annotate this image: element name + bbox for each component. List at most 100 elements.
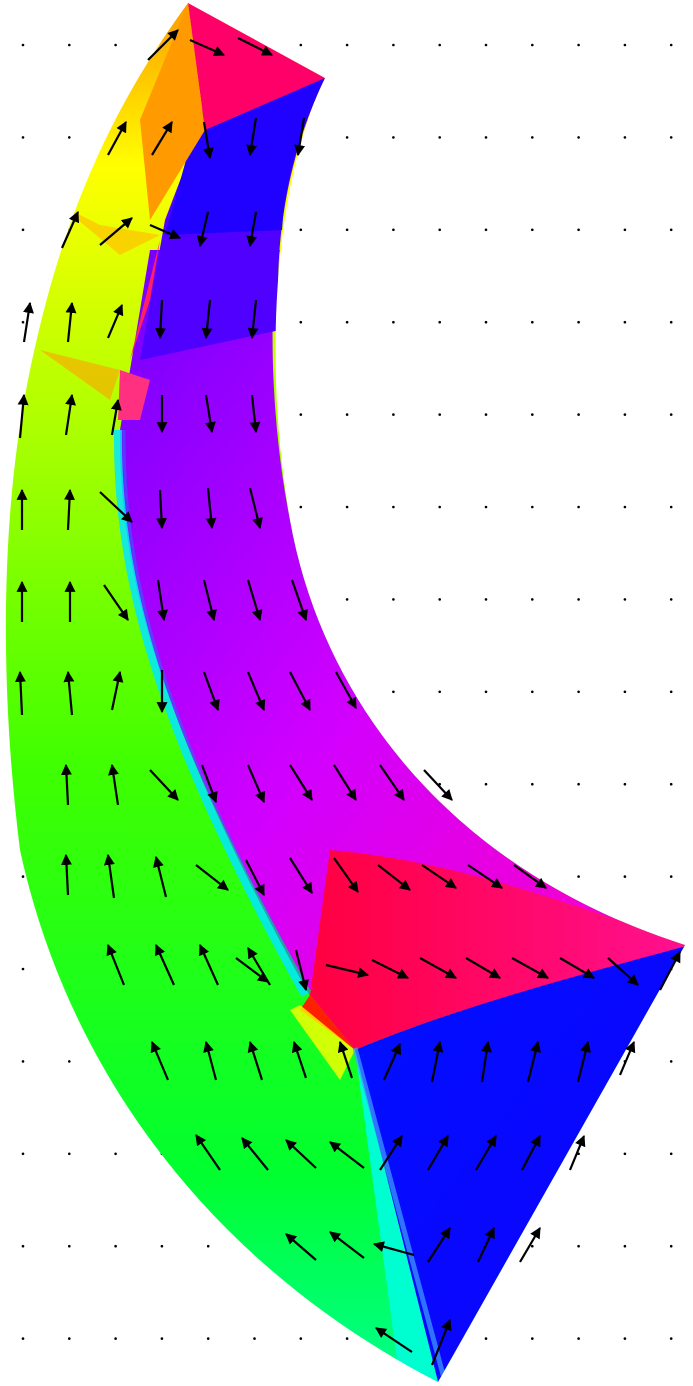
magnetization-arrow <box>375 1327 413 1353</box>
grid-dot <box>206 1244 210 1248</box>
grid-dot <box>577 413 580 416</box>
magnetization-arrow <box>247 1040 264 1081</box>
magnetization-arrow <box>513 864 547 889</box>
grid-dot <box>21 875 25 878</box>
magnetization-arrow <box>519 1227 541 1263</box>
grid-dot <box>531 782 534 786</box>
grid-dot <box>623 505 627 509</box>
magnetization-arrow <box>377 864 411 891</box>
grid-dot <box>669 1152 673 1156</box>
grid-dot <box>577 1337 580 1340</box>
grid-dot <box>623 598 627 601</box>
magnetization-arrow <box>22 301 34 343</box>
grid-dot <box>438 43 442 47</box>
magnetization-arrow <box>155 299 167 340</box>
magnetization-arrow <box>419 957 457 979</box>
magnetization-arrow <box>201 299 213 340</box>
grid-dot <box>21 1060 25 1063</box>
grid-dot <box>623 1152 627 1156</box>
magnetization-arrow <box>103 853 116 899</box>
magnetization-arrow <box>110 670 124 711</box>
magnetization-arrow <box>333 764 357 801</box>
grid-dot <box>531 690 534 694</box>
grid-dot <box>623 782 627 786</box>
magnetization-arrow <box>511 957 549 979</box>
magnetization-arrow <box>237 37 273 56</box>
magnetization-arrow <box>246 117 258 157</box>
magnetization-arrow <box>205 487 217 530</box>
grid-dot <box>669 1337 673 1340</box>
grid-dot <box>438 505 442 509</box>
grid-dot <box>438 690 442 694</box>
magnetization-arrow <box>203 1040 218 1081</box>
magnetization-arrow <box>64 488 75 531</box>
grid-dot <box>114 1337 117 1340</box>
magnetization-arrow <box>329 1231 365 1259</box>
magnetization-arrow <box>103 584 129 621</box>
grid-dot <box>114 1152 117 1156</box>
magnetization-arrow <box>329 1141 365 1169</box>
magnetization-arrow <box>151 121 173 156</box>
grid-dot <box>21 228 25 232</box>
grid-dot <box>531 413 534 416</box>
grid-dot <box>21 1337 25 1340</box>
magnetization-arrow <box>289 857 313 894</box>
magnetization-arrow <box>64 393 76 436</box>
magnetization-arrow <box>107 121 127 156</box>
grid-dot <box>392 320 395 324</box>
grid-dot <box>299 228 303 232</box>
magnetization-arrow <box>147 29 179 61</box>
grid-dot <box>21 320 25 324</box>
magnetization-arrow <box>61 763 72 806</box>
grid-dot <box>577 505 580 509</box>
magnetization-arrow <box>290 579 308 622</box>
magnetization-arrow <box>110 398 122 436</box>
magnetization-arrow <box>382 1042 402 1081</box>
magnetization-arrow <box>475 1135 497 1171</box>
magnetization-arrow <box>106 943 126 986</box>
grid-dot <box>345 320 349 324</box>
grid-dot <box>669 136 673 139</box>
grid-dot <box>623 43 627 47</box>
magnetization-arrow <box>156 579 168 622</box>
grid-dot <box>484 413 488 416</box>
grid-dot <box>21 1152 25 1156</box>
grid-dot <box>68 1060 71 1063</box>
grid-dot <box>531 320 534 324</box>
magnetization-arrow <box>61 853 72 896</box>
grid-dot <box>68 136 71 139</box>
grid-dot <box>669 505 673 509</box>
magnetization-arrow <box>202 579 217 622</box>
grid-dot <box>577 598 580 601</box>
grid-dot <box>484 690 488 694</box>
grid-dot <box>160 1337 164 1340</box>
magnetization-arrow <box>150 1040 170 1081</box>
magnetization-arrow <box>294 949 309 992</box>
grid-dot <box>392 228 395 232</box>
magnetization-arrow <box>235 957 269 983</box>
grid-dot <box>577 782 580 786</box>
magnetization-arrow <box>465 957 501 979</box>
grid-dot <box>669 320 673 324</box>
grid-dot <box>392 690 395 694</box>
grid-dot <box>392 136 395 139</box>
magnetization-arrow <box>99 217 133 246</box>
magnetization-arrow <box>294 117 306 157</box>
grid-dot <box>392 43 395 47</box>
grid-dot <box>577 1244 580 1248</box>
grid-dot <box>114 1244 117 1248</box>
grid-dot <box>299 413 303 416</box>
grid-dot <box>623 228 627 232</box>
grid-dot <box>484 43 488 47</box>
magnetization-arrow <box>379 1135 403 1171</box>
grid-dot <box>438 136 442 139</box>
grid-dot <box>484 505 488 509</box>
magnetization-arrow <box>17 393 29 439</box>
grid-dot <box>484 598 488 601</box>
grid-dot <box>484 782 488 786</box>
grid-dot <box>669 1244 673 1248</box>
magnetization-arrow <box>202 671 220 712</box>
grid-dot <box>345 1337 349 1340</box>
magnetization-arrow <box>155 489 167 530</box>
